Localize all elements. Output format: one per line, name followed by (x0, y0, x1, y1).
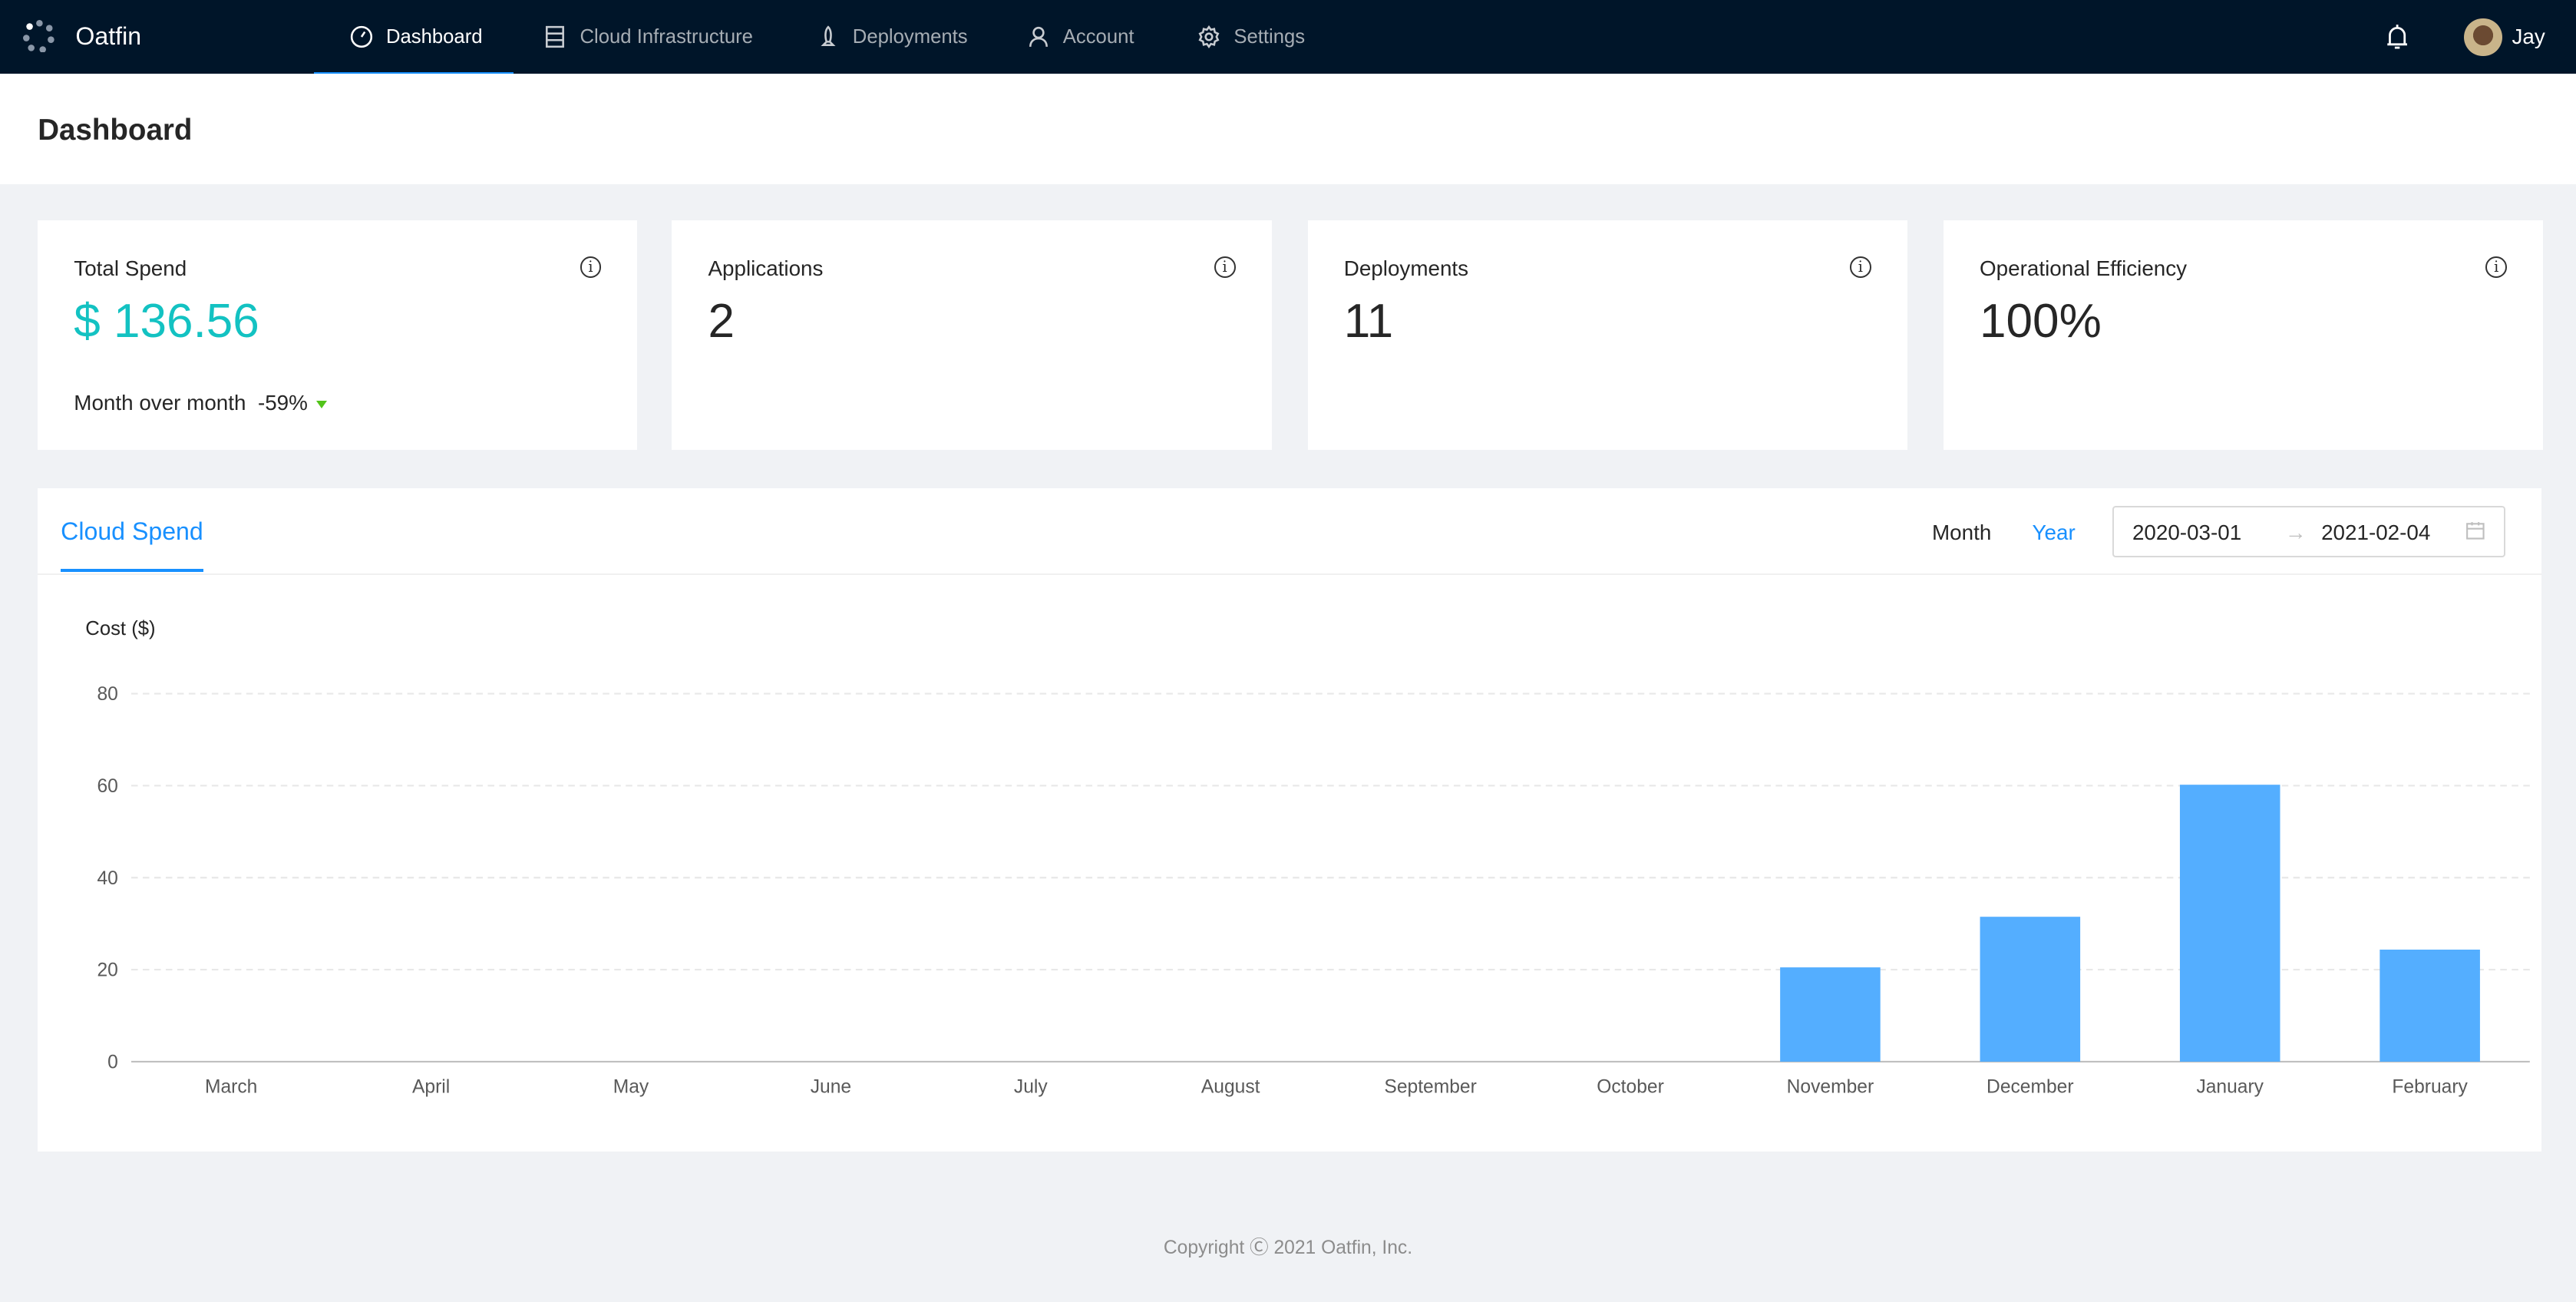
y-tick-label: 80 (97, 684, 118, 705)
card-title: Deployments (1343, 256, 1469, 280)
card-value: $ 136.56 (74, 295, 259, 349)
gear-icon (1198, 25, 1220, 49)
bar-february (2379, 949, 2481, 1062)
x-tick-label: March (205, 1076, 257, 1097)
nav-label: Settings (1234, 25, 1306, 48)
nav-account[interactable]: Account (1027, 0, 1134, 74)
nav-label: Account (1062, 25, 1134, 48)
date-range-picker[interactable]: 2020-03-01 → 2021-02-04 (2112, 506, 2505, 557)
card-title: Operational Efficiency (1980, 256, 2188, 280)
x-tick-label: January (2197, 1076, 2264, 1097)
bar-november (1780, 967, 1881, 1062)
tab-bar: Cloud Spend Month Year 2020-03-01 → 2021… (38, 488, 2542, 576)
nav-settings[interactable]: Settings (1197, 0, 1305, 74)
y-tick-label: 60 (97, 776, 118, 797)
top-nav: Oatfin Dashboard Cloud Infrastructure De… (0, 0, 2576, 78)
nav-dashboard[interactable]: Dashboard (313, 0, 514, 78)
y-tick-label: 20 (97, 960, 118, 980)
calendar-icon (2466, 522, 2485, 540)
operational-efficiency-card: Operational Efficiency i 100% (1943, 220, 2544, 451)
tab-cloud-spend[interactable]: Cloud Spend (61, 517, 203, 573)
nav-label: Cloud Infrastructure (580, 25, 753, 48)
info-icon[interactable]: i (1849, 256, 1871, 278)
y-tick-label: 40 (97, 867, 118, 888)
card-value: 2 (708, 295, 735, 349)
x-tick-label: August (1201, 1076, 1260, 1097)
x-tick-label: October (1597, 1076, 1664, 1097)
end-date[interactable]: 2021-02-04 (2321, 520, 2431, 545)
info-icon[interactable]: i (580, 256, 602, 278)
bell-icon[interactable] (2384, 23, 2410, 51)
user-name: Jay (2512, 25, 2545, 49)
nav-deployments[interactable]: Deployments (817, 0, 968, 74)
mom-value: -59% (257, 391, 308, 415)
mom-label: Month over month (74, 391, 246, 415)
server-icon (546, 26, 565, 48)
month-toggle[interactable]: Month (1931, 520, 1992, 545)
month-over-month: Month over month -59% (74, 391, 327, 415)
nav-label: Deployments (852, 25, 968, 48)
card-title: Applications (708, 256, 824, 280)
rocket-icon (821, 25, 836, 47)
info-icon[interactable]: i (2485, 256, 2508, 278)
x-tick-label: June (811, 1076, 851, 1097)
card-value: 11 (1343, 295, 1394, 349)
nav-cloud-infrastructure[interactable]: Cloud Infrastructure (543, 0, 753, 74)
footer: Copyright Ⓒ 2021 Oatfin, Inc. (1163, 1238, 1413, 1259)
logo-icon (22, 19, 54, 53)
dashboard-icon (350, 26, 372, 48)
deployments-card: Deployments i 11 (1307, 220, 1907, 451)
total-spend-card: Total Spend i $ 136.56 Month over month … (38, 220, 638, 451)
x-tick-label: September (1385, 1076, 1477, 1097)
arrow-right-icon: → (2284, 520, 2307, 545)
page-title: Dashboard (38, 113, 193, 147)
card-title: Total Spend (74, 256, 187, 280)
x-tick-label: December (1986, 1076, 2074, 1097)
nav-label: Dashboard (385, 25, 483, 48)
x-tick-label: November (1787, 1076, 1874, 1097)
brand-name: Oatfin (75, 21, 142, 50)
y-axis-label: Cost ($) (85, 617, 156, 639)
cloud-spend-chart: 0 20 40 60 80 March April May June July August Sept… (97, 684, 2531, 1097)
x-tick-label: May (613, 1076, 649, 1097)
user-menu[interactable]: Jay (2464, 18, 2545, 56)
x-tick-label: April (412, 1076, 450, 1097)
user-icon (1029, 27, 1048, 48)
applications-card: Applications i 2 (672, 220, 1272, 451)
x-tick-label: July (1014, 1076, 1048, 1097)
start-date[interactable]: 2020-03-01 (2132, 520, 2242, 545)
x-tick-label: February (2393, 1076, 2469, 1097)
y-tick-label: 0 (107, 1052, 118, 1072)
page-header: Dashboard (0, 74, 2576, 184)
bar-january (2180, 784, 2280, 1062)
cloud-spend-panel: Cloud Spend Month Year 2020-03-01 → 2021… (38, 487, 2542, 1152)
caret-down-icon (315, 401, 327, 408)
logo[interactable]: Oatfin (22, 19, 142, 53)
info-icon[interactable]: i (1214, 256, 1236, 278)
avatar (2464, 18, 2502, 56)
bar-december (1980, 916, 2081, 1062)
year-toggle[interactable]: Year (2032, 520, 2076, 545)
card-value: 100% (1980, 295, 2102, 349)
